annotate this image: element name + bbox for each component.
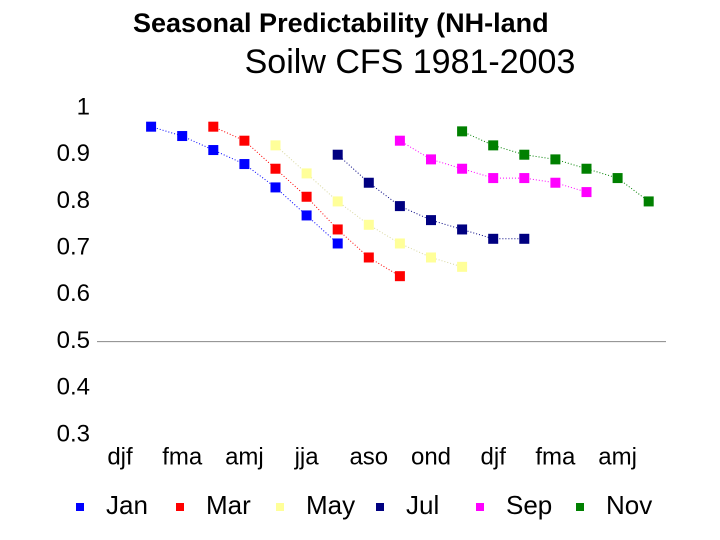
marker xyxy=(519,149,530,160)
marker xyxy=(363,252,374,263)
marker xyxy=(457,224,468,235)
x-tick-label: jja xyxy=(294,443,320,470)
marker xyxy=(426,215,436,226)
x-tick-label: fma xyxy=(162,443,203,470)
legend-marker xyxy=(176,503,184,511)
legend-label: Jul xyxy=(406,490,439,520)
marker xyxy=(612,173,623,184)
marker xyxy=(457,261,468,272)
y-tick-label: 0.4 xyxy=(57,374,90,401)
marker xyxy=(239,135,250,146)
marker xyxy=(550,177,561,188)
marker xyxy=(301,191,312,202)
marker xyxy=(488,173,499,184)
marker xyxy=(332,149,343,160)
marker xyxy=(146,121,157,132)
legend-marker xyxy=(376,503,384,511)
marker xyxy=(519,173,530,184)
marker xyxy=(426,154,436,165)
legend-marker xyxy=(76,503,84,511)
marker xyxy=(581,187,592,198)
marker xyxy=(270,182,281,193)
marker xyxy=(332,238,343,249)
legend-label: Nov xyxy=(606,490,652,520)
marker xyxy=(581,163,592,174)
legend-marker xyxy=(476,503,484,511)
chart-subtitle: Soilw CFS 1981-2003 xyxy=(245,43,576,81)
marker xyxy=(394,201,405,212)
marker xyxy=(301,210,312,221)
y-tick-label: 0.7 xyxy=(57,233,90,260)
marker xyxy=(550,154,561,165)
y-tick-label: 0.3 xyxy=(57,420,90,447)
y-tick-label: 0.9 xyxy=(57,140,90,167)
x-tick-label: aso xyxy=(349,443,388,470)
marker xyxy=(363,177,374,188)
legend-label: Mar xyxy=(206,490,251,520)
y-tick-label: 0.8 xyxy=(57,187,90,214)
marker xyxy=(488,140,499,151)
marker xyxy=(332,196,343,207)
legend-label: Sep xyxy=(506,490,552,520)
x-tick-label: amj xyxy=(225,443,264,470)
x-tick-label: djf xyxy=(481,443,507,470)
y-tick-label: 0.5 xyxy=(57,327,90,354)
marker xyxy=(177,131,188,142)
marker xyxy=(270,163,281,174)
marker xyxy=(208,121,219,132)
marker xyxy=(394,271,405,282)
y-tick-label: 0.6 xyxy=(57,280,90,307)
marker xyxy=(363,219,374,230)
marker xyxy=(301,168,312,179)
marker xyxy=(457,163,468,174)
x-tick-label: amj xyxy=(598,443,637,470)
x-tick-label: djf xyxy=(107,443,133,470)
marker xyxy=(643,196,654,207)
marker xyxy=(457,126,468,137)
x-tick-label: ond xyxy=(411,443,451,470)
marker xyxy=(394,135,405,146)
marker xyxy=(426,252,436,263)
marker xyxy=(488,233,499,244)
y-tick-label: 1 xyxy=(77,93,90,120)
marker xyxy=(270,140,281,151)
x-tick-label: fma xyxy=(535,443,576,470)
legend-label: May xyxy=(306,490,355,520)
marker xyxy=(519,233,530,244)
legend-marker xyxy=(576,503,584,511)
marker xyxy=(208,145,219,156)
legend-label: Jan xyxy=(106,490,148,520)
chart-title: Seasonal Predictability (NH-land xyxy=(133,8,549,38)
marker xyxy=(394,238,405,249)
legend-marker xyxy=(276,503,284,511)
marker xyxy=(332,224,343,235)
marker xyxy=(239,159,250,170)
